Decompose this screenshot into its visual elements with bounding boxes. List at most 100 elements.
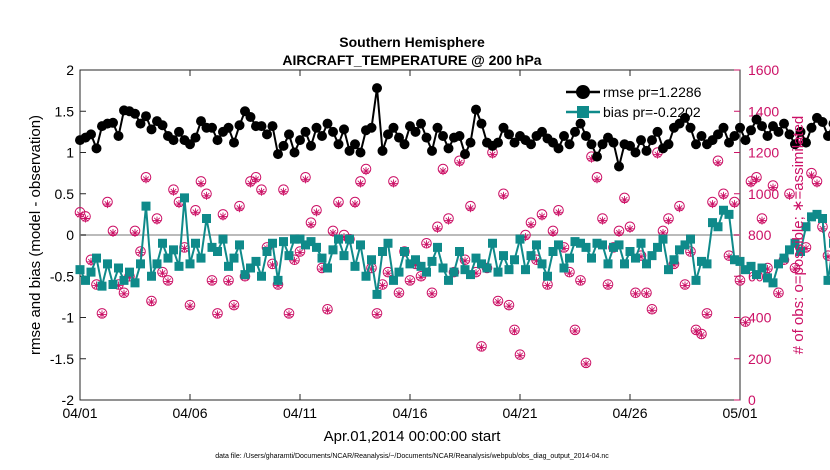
chart-subtitle: AIRCRAFT_TEMPERATURE @ 200 hPa	[282, 52, 541, 68]
obs-assimilated-point	[224, 277, 233, 286]
obs-assimilated-point	[582, 359, 590, 368]
obs-assimilated-point	[312, 208, 321, 217]
obs-assimilated-point	[351, 200, 359, 209]
left-ticks: -2 -1.5 -1 -0.5 0 0.5 1 1.5 2	[50, 62, 86, 408]
bias-point	[284, 251, 294, 261]
obs-assimilated-point	[246, 179, 255, 188]
bias-point	[499, 251, 508, 261]
rmse-point	[262, 129, 272, 140]
bias-point	[636, 238, 646, 248]
rmse-point	[256, 121, 267, 132]
obs-assimilated-point	[158, 269, 167, 278]
bias-point	[697, 256, 706, 266]
chart-title: Southern Hemisphere	[339, 34, 485, 50]
rmse-point	[817, 116, 828, 127]
rmse-point	[553, 143, 564, 154]
rmse-point	[641, 145, 652, 156]
rmse-point	[108, 117, 118, 128]
rmse-point	[762, 131, 773, 141]
obs-assimilated-point	[741, 318, 750, 327]
rmse-point	[113, 131, 124, 141]
rmse-point	[454, 131, 465, 141]
bias-point	[141, 201, 151, 211]
obs-assimilated-point	[114, 281, 123, 290]
rmse-point	[630, 147, 641, 158]
rmse-point	[575, 118, 586, 129]
bias-point	[108, 280, 118, 289]
rmse-point	[790, 139, 800, 150]
rmse-point	[130, 108, 140, 119]
bias-point	[570, 237, 580, 247]
obs-assimilated-point	[279, 187, 288, 196]
obs-assimilated-point	[543, 281, 552, 290]
x-tick-label: 04/21	[502, 405, 537, 421]
rmse-point	[300, 126, 311, 137]
bias-point	[130, 278, 140, 288]
bias-point	[180, 193, 189, 203]
legend-bias-swatch-marker	[577, 106, 589, 118]
left-tick-label: -1	[62, 310, 75, 326]
bias-point	[185, 259, 195, 269]
rmse-point	[636, 135, 646, 146]
bias-point	[774, 259, 783, 269]
rmse-series	[75, 83, 830, 172]
bias-point	[576, 238, 585, 248]
obs-assimilated-point	[642, 289, 651, 298]
obs-assimilated-point	[626, 224, 634, 233]
rmse-point	[570, 126, 580, 137]
right-tick-label: 1000	[748, 186, 779, 202]
obs-assimilated-point	[813, 179, 821, 188]
obs-assimilated-point	[719, 191, 728, 200]
obs-assimilated-point	[604, 281, 612, 290]
obs-assimilated-point	[648, 306, 656, 315]
bias-point	[196, 253, 206, 263]
obs-assimilated-point	[378, 281, 387, 290]
obs-assimilated-point	[758, 216, 766, 225]
rmse-point	[317, 131, 327, 141]
rmse-point	[234, 120, 245, 131]
rmse-point	[135, 118, 146, 129]
bias-point	[741, 265, 750, 275]
rmse-point	[493, 137, 503, 148]
obs-assimilated-point	[477, 343, 486, 352]
obs-assimilated-point	[499, 191, 508, 200]
rmse-point	[284, 129, 294, 140]
left-tick-label: 0.5	[55, 186, 75, 202]
bias-point	[356, 240, 365, 250]
bias-point	[229, 253, 239, 263]
bias-point	[345, 234, 354, 244]
rmse-point	[427, 145, 437, 156]
obs-assimilated-point	[637, 252, 645, 261]
rmse-point	[311, 122, 322, 133]
bias-point	[757, 263, 767, 273]
rmse-point	[471, 104, 481, 115]
bias-point	[658, 234, 668, 244]
rmse-point	[229, 137, 239, 148]
bias-point	[790, 238, 800, 248]
bias-point	[730, 255, 739, 265]
rmse-point	[751, 114, 762, 125]
bias-point	[334, 234, 343, 244]
bias-point	[647, 251, 657, 261]
rmse-point	[476, 118, 487, 129]
obs-assimilated-point	[307, 220, 315, 229]
rmse-point	[443, 143, 454, 154]
bias-point	[713, 222, 723, 232]
rmse-point	[366, 122, 377, 133]
obs-assimilated-point	[290, 256, 299, 265]
obs-assimilated-point	[76, 210, 84, 219]
rmse-point	[498, 122, 509, 133]
obs-assimilated-point	[791, 265, 799, 274]
bias-point	[433, 242, 442, 252]
rmse-point	[372, 83, 382, 94]
obs-assimilated-point	[472, 269, 480, 278]
bias-point	[455, 247, 464, 256]
rmse-point	[328, 126, 338, 137]
obs-assimilated-point	[169, 187, 178, 196]
bias-point	[416, 261, 426, 271]
bias-point	[323, 263, 332, 273]
bias-series	[75, 193, 830, 299]
rmse-point	[625, 140, 635, 151]
obs-assimilated-point	[323, 306, 332, 315]
